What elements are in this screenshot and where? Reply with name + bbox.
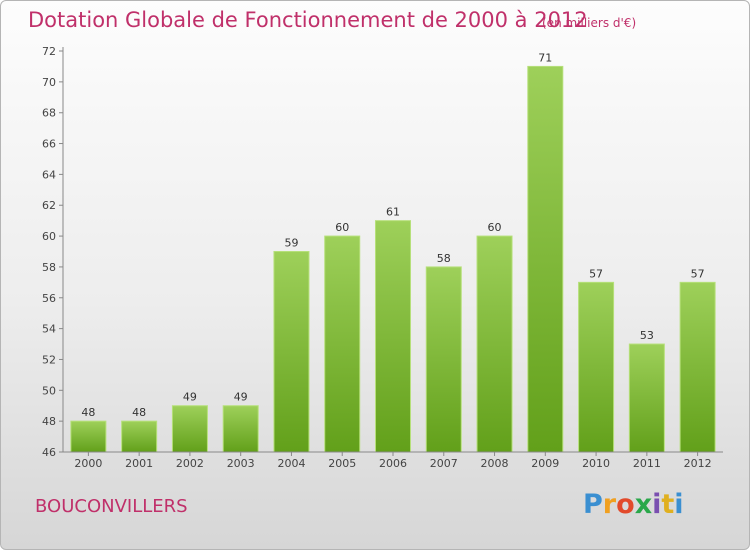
y-tick-label: 52: [42, 353, 56, 366]
x-tick-label: 2003: [227, 457, 255, 470]
axis-layer: 2000 2001 2002 2003 2004 2005 2006 2007 2008 2009…: [42, 45, 723, 470]
y-tick-label: 72: [42, 45, 56, 58]
bar-2000: [70, 420, 107, 453]
y-tick-label: 48: [42, 415, 56, 428]
x-tick-label: 2012: [684, 457, 712, 470]
logo-letter: o: [616, 489, 635, 520]
x-tick-label: 2004: [277, 457, 305, 470]
x-tick-label: 2001: [125, 457, 153, 470]
x-tick-label: 2000: [74, 457, 102, 470]
bar-value-label: 49: [234, 391, 248, 404]
x-tick-label: 2006: [379, 457, 407, 470]
bar-value-label: 58: [437, 252, 451, 265]
y-tick-label: 70: [42, 76, 56, 89]
logo-letter: i: [674, 489, 684, 520]
bar-2004: [273, 251, 310, 453]
y-tick-label: 58: [42, 261, 56, 274]
bar-2007: [425, 266, 462, 453]
bar-value-label: 57: [589, 267, 603, 280]
bar-2002: [171, 405, 208, 453]
bar-value-label: 48: [81, 406, 95, 419]
bar-2006: [375, 220, 411, 453]
bar-value-label: 61: [386, 206, 400, 219]
commune-name: BOUCONVILLERS: [35, 496, 188, 517]
logo-letter: x: [634, 489, 653, 520]
y-tick-label: 50: [42, 384, 56, 397]
bar-value-label: 48: [132, 406, 146, 419]
y-tick-label: 46: [42, 446, 56, 459]
logo-letter: P: [583, 489, 603, 520]
logo-letter: i: [652, 489, 662, 520]
y-tick-label: 54: [42, 323, 56, 336]
bar-2012: [679, 281, 716, 453]
bar-2003: [222, 405, 259, 453]
bar-2005: [324, 235, 361, 453]
y-tick-label: 62: [42, 199, 56, 212]
y-tick-label: 56: [42, 292, 56, 305]
bars-layer: 48 48 49 49 59 60 61 58 60 71 57 53 57: [70, 51, 716, 453]
bar-value-label: 49: [183, 391, 197, 404]
y-tick-label: 66: [42, 138, 56, 151]
x-tick-label: 2010: [582, 457, 610, 470]
x-tick-label: 2008: [481, 457, 509, 470]
x-tick-label: 2007: [430, 457, 458, 470]
bar-2009: [527, 65, 564, 453]
x-tick-label: 2011: [633, 457, 661, 470]
y-tick-label: 60: [42, 230, 56, 243]
logo-letter: r: [602, 489, 617, 520]
bar-2011: [628, 343, 665, 453]
y-tick-label: 68: [42, 107, 56, 120]
x-tick-label: 2009: [531, 457, 559, 470]
logo-letter: t: [661, 489, 675, 520]
bar-value-label: 59: [284, 237, 298, 250]
bar-2010: [578, 281, 615, 453]
bar-value-label: 57: [691, 267, 705, 280]
x-tick-label: 2002: [176, 457, 204, 470]
proxiti-logo: Proxiti: [583, 489, 684, 520]
bar-2001: [121, 420, 158, 453]
x-tick-label: 2005: [328, 457, 356, 470]
bar-value-label: 60: [335, 221, 349, 234]
bar-value-label: 60: [488, 221, 502, 234]
bar-value-label: 53: [640, 329, 654, 342]
chart-subtitle: (en milliers d'€): [542, 16, 637, 30]
bar-value-label: 71: [538, 51, 552, 64]
y-tick-label: 64: [42, 168, 56, 181]
chart-title: Dotation Globale de Fonctionnement de 20…: [28, 8, 588, 32]
bar-2008: [476, 235, 513, 453]
